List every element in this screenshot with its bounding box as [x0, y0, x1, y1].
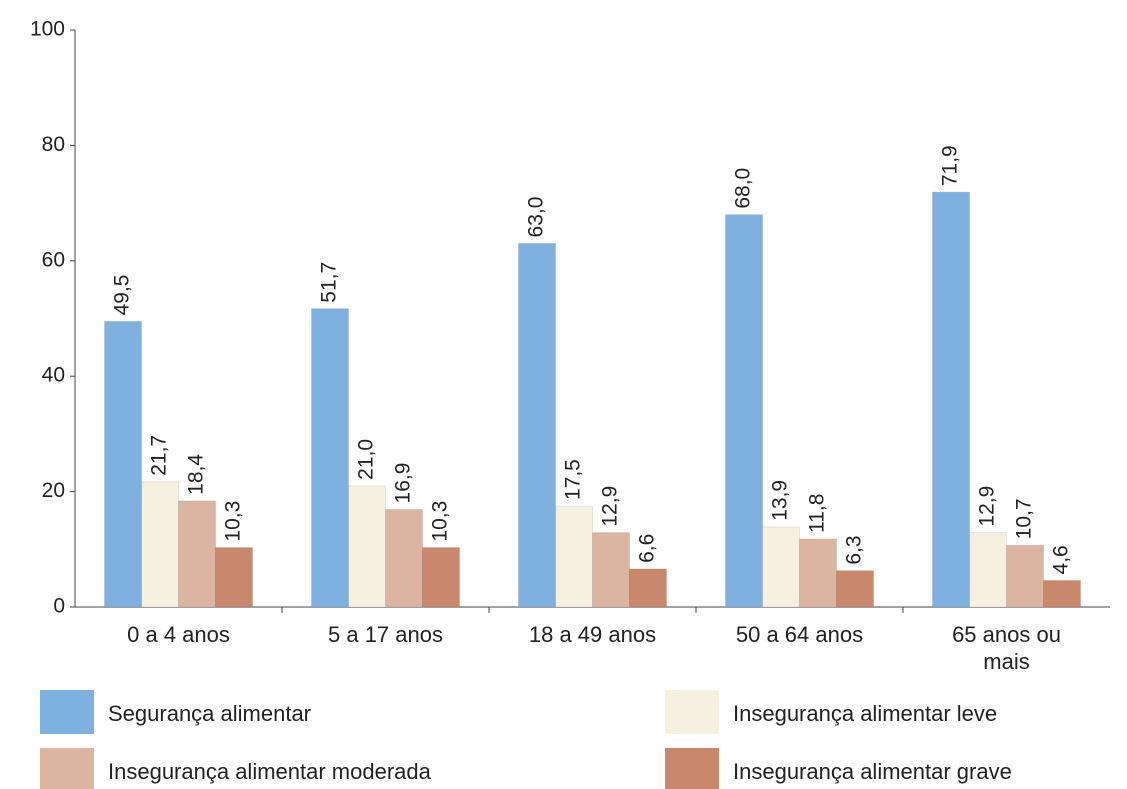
- x-tick-label: 0 a 4 anos: [127, 622, 230, 647]
- bar: [629, 568, 667, 608]
- bar: [311, 308, 349, 608]
- legend-swatch: [665, 690, 719, 734]
- bar: [836, 570, 874, 608]
- value-label: 68,0: [732, 168, 755, 209]
- value-label: 6,6: [636, 534, 659, 563]
- bar: [422, 547, 460, 608]
- x-tick-label: 65 anos ou mais: [952, 622, 1061, 674]
- bar: [178, 500, 216, 608]
- legend-label: Segurança alimentar: [108, 701, 311, 726]
- legend-swatch: [40, 690, 94, 734]
- bar: [141, 481, 179, 608]
- value-label: 51,7: [318, 262, 341, 303]
- value-label: 71,9: [939, 145, 962, 186]
- bar: [555, 505, 593, 608]
- value-label: 4,6: [1050, 545, 1073, 574]
- value-label: 12,9: [599, 486, 622, 527]
- value-label: 6,3: [843, 535, 866, 564]
- bar: [215, 547, 253, 608]
- y-tick-label: 80: [42, 133, 65, 156]
- bar: [725, 214, 763, 608]
- value-label: 11,8: [806, 494, 829, 533]
- value-label: 49,5: [111, 275, 134, 316]
- bar: [969, 532, 1007, 608]
- x-tick-label: 18 a 49 anos: [528, 622, 657, 647]
- value-label: 18,4: [185, 454, 208, 495]
- legend-swatch: [40, 748, 94, 789]
- bar: [799, 538, 837, 608]
- value-label: 21,7: [148, 435, 171, 476]
- value-label: 10,3: [222, 501, 245, 542]
- value-label: 13,9: [769, 480, 792, 521]
- legend-label: Insegurança alimentar moderada: [108, 759, 432, 784]
- legend-label: Insegurança alimentar leve: [733, 701, 997, 726]
- x-tick-label: 5 a 17 anos: [328, 622, 443, 647]
- value-label: 17,5: [562, 459, 585, 500]
- bar: [1043, 579, 1081, 608]
- value-label: 10,7: [1013, 498, 1036, 539]
- x-tick-label: 50 a 64 anos: [735, 622, 864, 647]
- y-tick-label: 0: [53, 595, 65, 618]
- bar: [348, 485, 386, 608]
- y-tick-label: 60: [42, 248, 65, 271]
- y-tick-label: 100: [30, 18, 65, 41]
- y-tick-label: 20: [42, 479, 65, 502]
- bar: [104, 320, 142, 608]
- value-label: 21,0: [355, 439, 378, 480]
- bar: [1006, 544, 1044, 608]
- value-label: 12,9: [976, 486, 999, 527]
- value-label: 10,3: [429, 501, 452, 542]
- bar: [592, 532, 630, 608]
- y-tick-label: 40: [42, 364, 65, 387]
- value-label: 63,0: [525, 197, 548, 238]
- legend-swatch: [665, 748, 719, 789]
- bar: [762, 526, 800, 608]
- value-label: 16,9: [392, 463, 415, 504]
- bar: [518, 242, 556, 608]
- bar: [932, 191, 970, 608]
- legend-label: Insegurança alimentar grave: [733, 759, 1012, 784]
- bar: [385, 508, 423, 608]
